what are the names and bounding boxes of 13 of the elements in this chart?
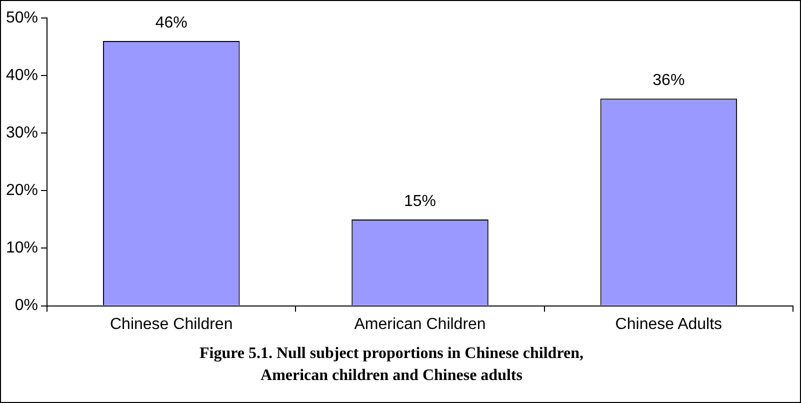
data-label: 36% xyxy=(652,72,685,89)
x-tick-label: American Children xyxy=(354,316,486,333)
x-tick-label: Chinese Adults xyxy=(615,316,722,333)
y-tick-label: 30% xyxy=(6,124,38,142)
data-label: 46% xyxy=(155,14,188,32)
x-tick-label: Chinese Children xyxy=(110,316,233,333)
y-tick-label: 40% xyxy=(6,66,38,84)
y-tick-label: 0% xyxy=(14,297,38,314)
y-tick-label: 20% xyxy=(6,182,38,200)
caption: Figure 5.1. Null subject proportions in Chinese children, American children and Chinese adults xyxy=(198,344,585,386)
y-tick-label: 10% xyxy=(6,240,38,257)
y-tick-label: 50% xyxy=(6,9,38,26)
data-label: 15% xyxy=(404,192,436,210)
